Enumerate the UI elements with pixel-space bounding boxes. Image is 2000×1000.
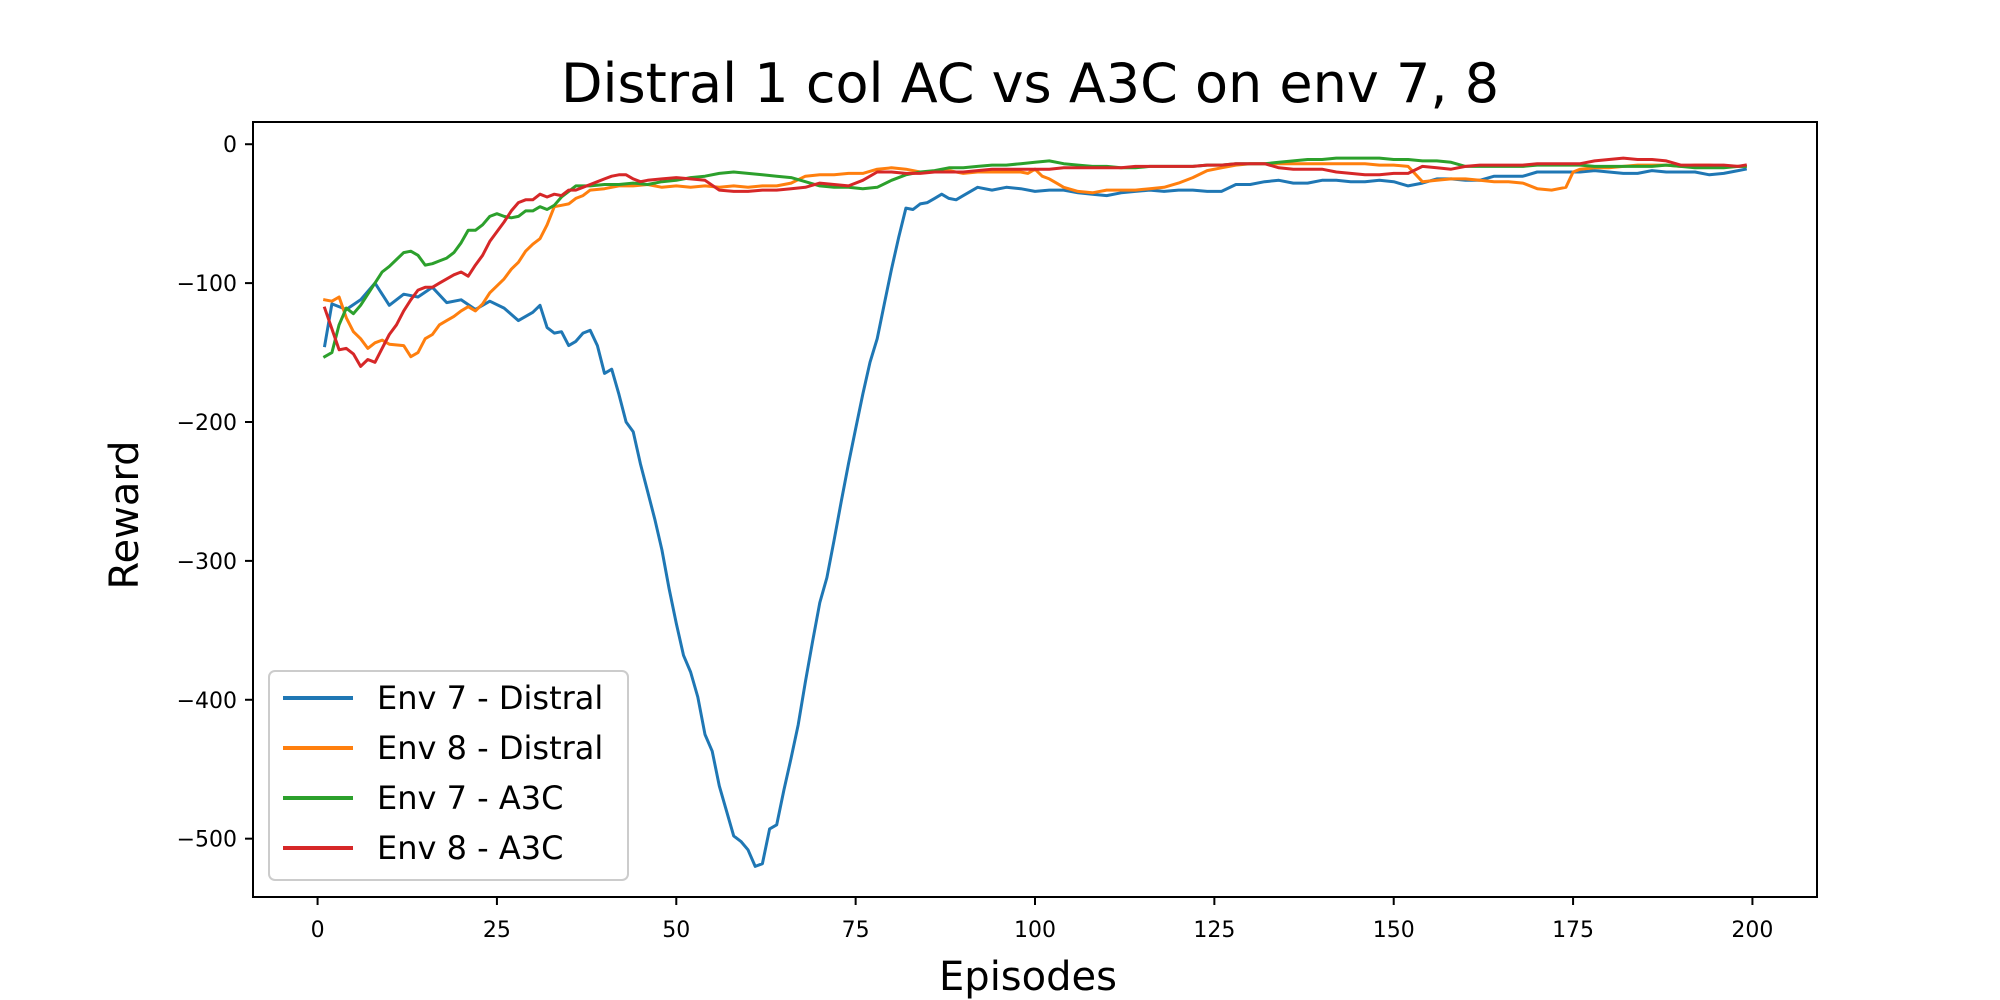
x-tick-label: 50 (662, 918, 690, 943)
y-tick-label: −500 (177, 828, 237, 853)
series-line-4 (322, 156, 1748, 368)
legend-label: Env 7 - Distral (377, 679, 603, 717)
y-tick-label: −200 (177, 411, 237, 436)
legend-label: Env 8 - Distral (377, 729, 603, 767)
x-tick-label: 125 (1193, 918, 1235, 943)
y-tick-label: −300 (177, 550, 237, 575)
legend-items: Env 7 - Distral Env 8 - Distral Env 7 - A3… (283, 679, 603, 867)
chart-title: Distral 1 col AC vs A3C on env 7, 8 (561, 52, 1499, 115)
legend-label: Env 8 - A3C (377, 829, 563, 867)
y-tick-label: 0 (223, 133, 237, 158)
series-lines (322, 156, 1748, 868)
legend-box (268, 670, 629, 881)
y-tick-label: −400 (177, 689, 237, 714)
x-tick-label: 100 (1014, 918, 1056, 943)
legend: Env 7 - Distral Env 8 - Distral Env 7 - A3… (268, 670, 629, 881)
x-axis: 0 25 50 75 100 125 150 175 200 (311, 897, 1773, 943)
y-axis: 0 −100 −200 −300 −400 −500 (177, 133, 253, 853)
x-tick-label: 25 (483, 918, 511, 943)
y-axis-label: Reward (102, 441, 148, 590)
legend-label: Env 7 - A3C (377, 779, 563, 817)
x-tick-label: 175 (1552, 918, 1594, 943)
x-tick-label: 75 (842, 918, 870, 943)
x-tick-label: 0 (311, 918, 325, 943)
y-tick-label: −100 (177, 272, 237, 297)
x-axis-label: Episodes (939, 954, 1117, 1000)
x-tick-label: 150 (1373, 918, 1415, 943)
x-tick-label: 200 (1731, 918, 1773, 943)
